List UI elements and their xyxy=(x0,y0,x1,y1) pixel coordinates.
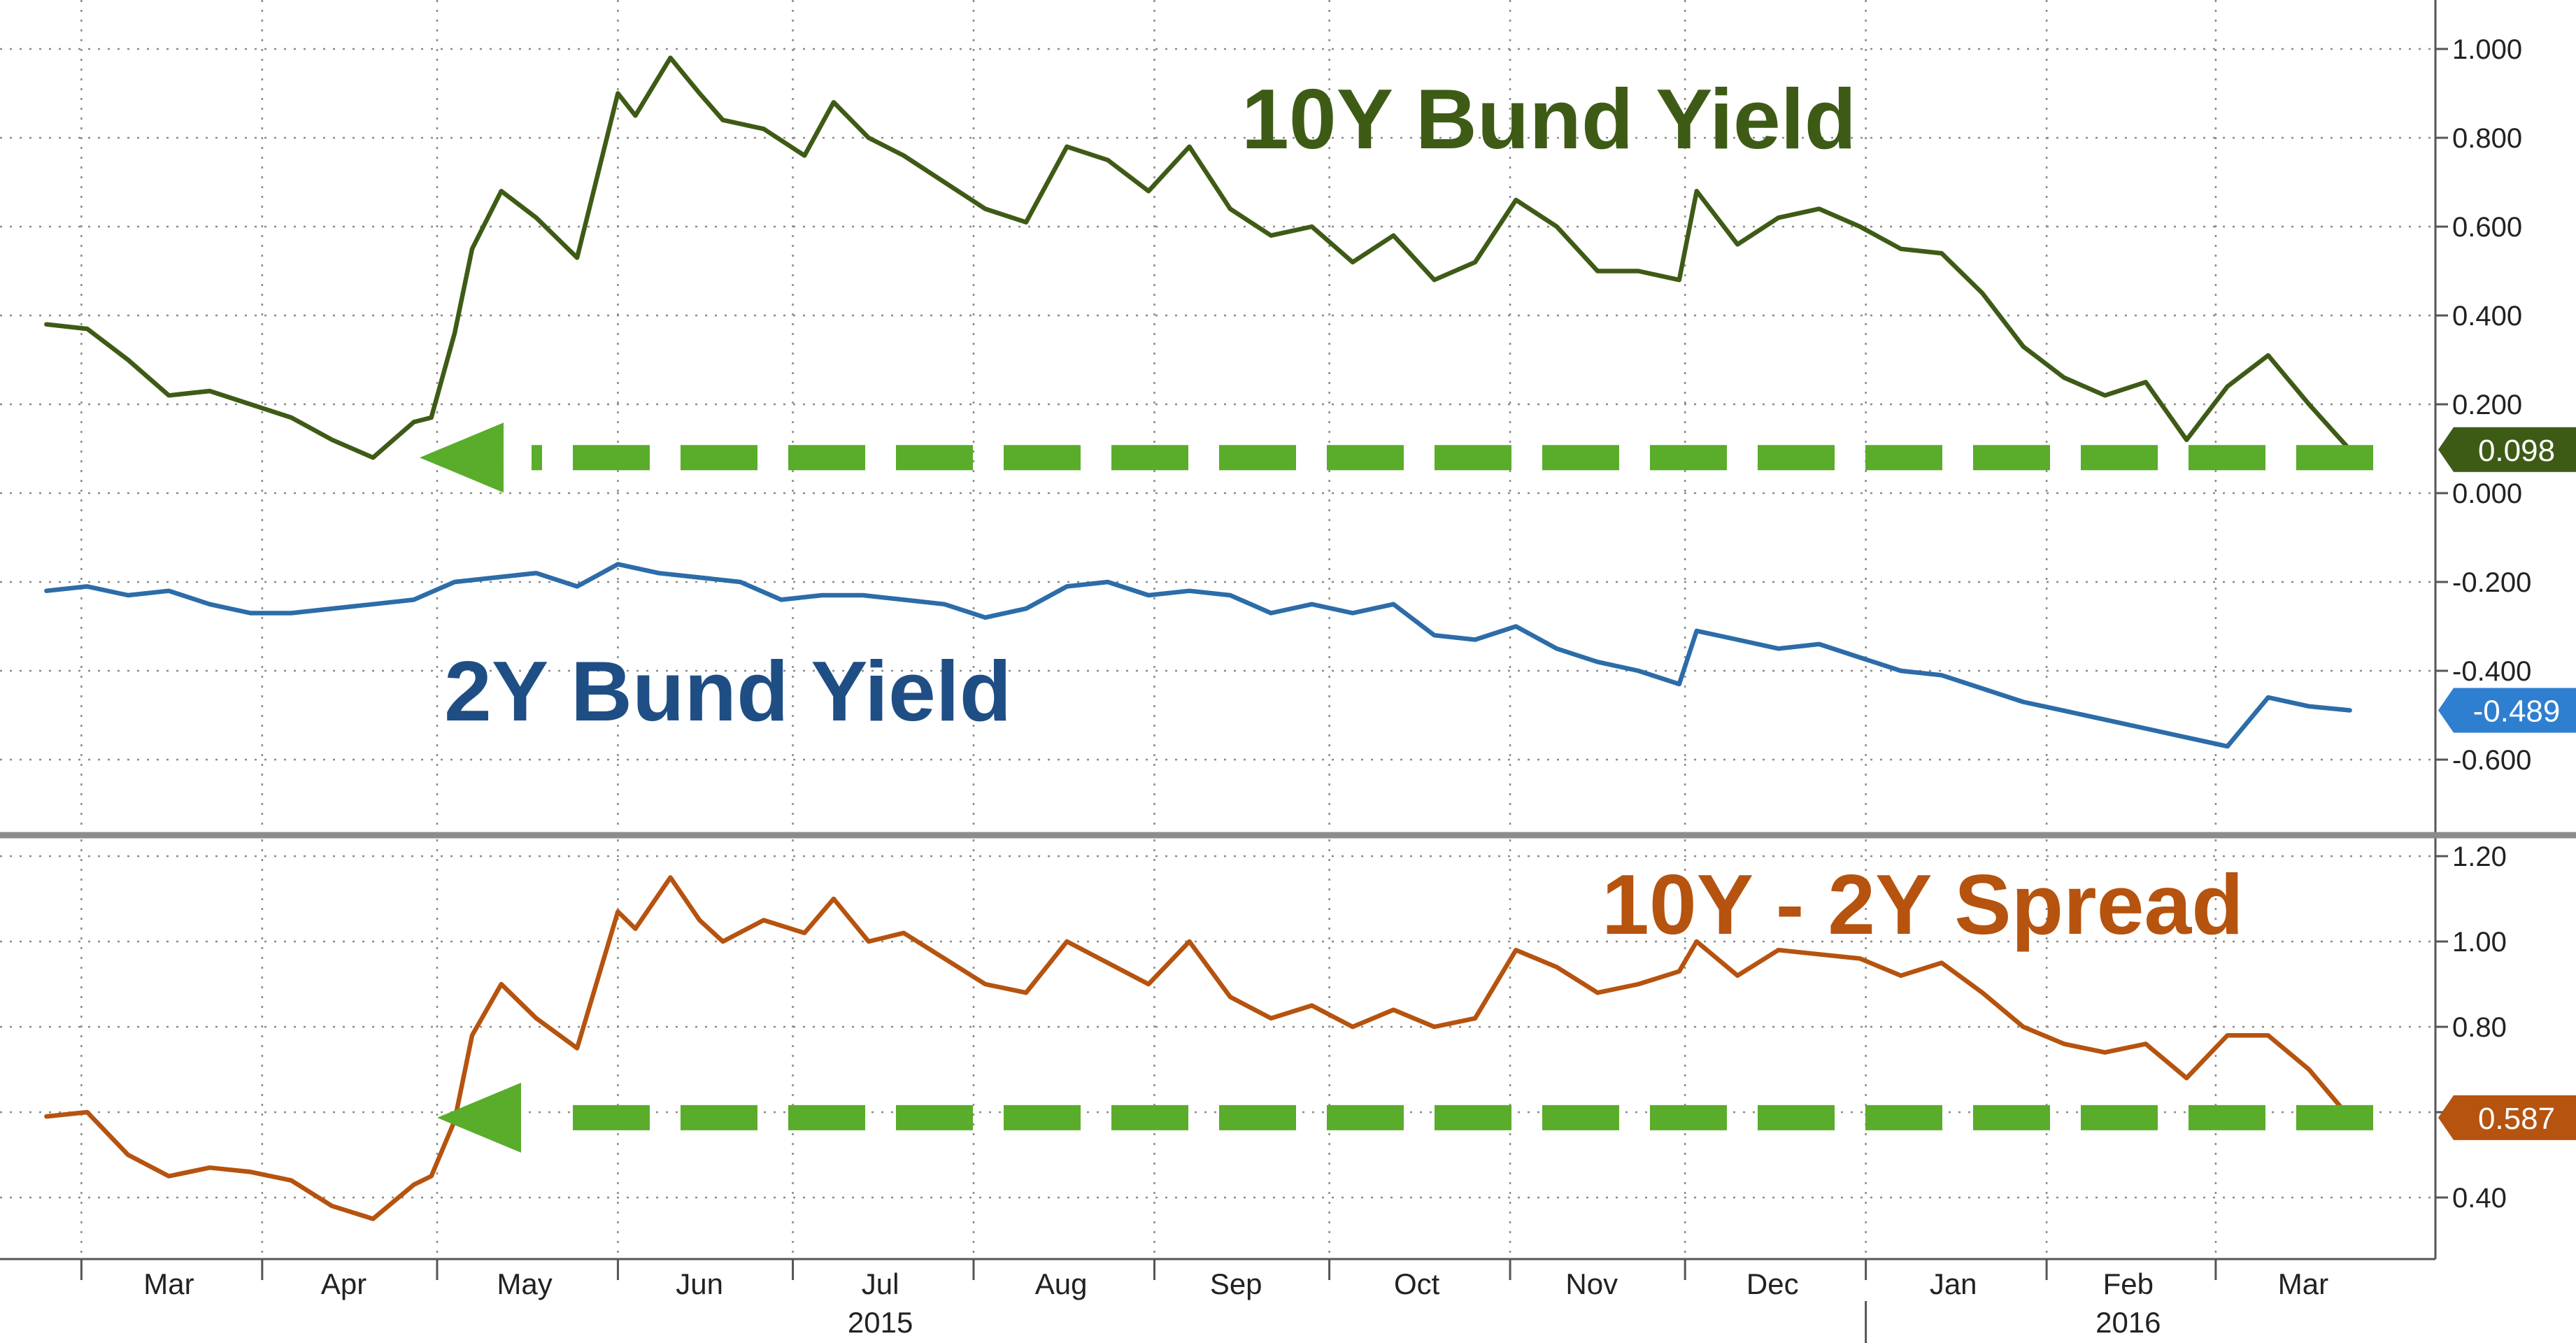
series-line xyxy=(44,562,2352,749)
series-line xyxy=(44,55,2352,460)
y-tick-label: -0.200 xyxy=(2452,567,2531,598)
last-value-tag-shape xyxy=(2438,1095,2576,1140)
y-tick-label: 1.00 xyxy=(2452,927,2507,958)
grid-layer xyxy=(0,0,2435,1259)
y-tick-label: 1.000 xyxy=(2452,34,2522,65)
last-value-tag: 0.587 xyxy=(2438,1095,2576,1140)
x-tick-label: Jan xyxy=(1930,1267,1977,1300)
last-value-tag: 0.098 xyxy=(2438,427,2576,472)
x-year-label: 2016 xyxy=(2095,1306,2161,1339)
dashed-arrow-head xyxy=(419,422,504,493)
y-tick-label: 0.40 xyxy=(2452,1183,2507,1214)
y-tick-label: 1.20 xyxy=(2452,841,2507,872)
label-layer: 10Y Bund Yield 2Y Bund Yield 10Y - 2Y Sp… xyxy=(444,71,2244,952)
x-tick-label: Nov xyxy=(1565,1267,1618,1300)
x-tick-label: Sep xyxy=(1210,1267,1262,1300)
x-tick-label: Apr xyxy=(321,1267,367,1300)
label-10y-bund-yield: 10Y Bund Yield xyxy=(1241,71,1856,166)
last-value-tag-text: 0.587 xyxy=(2478,1102,2555,1136)
y-tick-label: 0.200 xyxy=(2452,390,2522,420)
x-tick-label: May xyxy=(497,1267,552,1300)
label-2y-bund-yield: 2Y Bund Yield xyxy=(444,644,1011,739)
y-tick-label: 0.800 xyxy=(2452,123,2522,154)
x-year-label: 2015 xyxy=(848,1306,913,1339)
value-tag-layer: 0.098 -0.489 0.587 xyxy=(2438,427,2576,1140)
dashed-arrow xyxy=(436,1082,2373,1153)
x-tick-label: Jul xyxy=(862,1267,899,1300)
y-tick-label: 0.80 xyxy=(2452,1012,2507,1043)
y-tick-label: 0.600 xyxy=(2452,212,2522,243)
x-tick-label: Mar xyxy=(2278,1267,2328,1300)
y-tick-label: 0.000 xyxy=(2452,478,2522,509)
dashed-arrow xyxy=(419,422,2373,493)
x-tick-label: Aug xyxy=(1035,1267,1088,1300)
x-tick-label: Dec xyxy=(1746,1267,1799,1300)
last-value-tag-text: -0.489 xyxy=(2473,695,2561,729)
x-tick-label: Jun xyxy=(676,1267,723,1300)
arrow-layer xyxy=(419,422,2373,1153)
dashed-arrow-head xyxy=(436,1082,521,1153)
x-tick-label: Feb xyxy=(2103,1267,2154,1300)
label-10y-2y-spread: 10Y - 2Y Spread xyxy=(1602,857,2244,952)
series-line xyxy=(44,875,2352,1221)
x-tick-label: Oct xyxy=(1394,1267,1440,1300)
y-tick-label: -0.400 xyxy=(2452,656,2531,687)
y-tick-label: 0.400 xyxy=(2452,301,2522,332)
series-layer xyxy=(44,55,2352,1221)
last-value-tag-text: 0.098 xyxy=(2478,434,2555,468)
last-value-tag-shape xyxy=(2438,688,2576,733)
y-tick-label: -0.600 xyxy=(2452,745,2531,776)
last-value-tag: -0.489 xyxy=(2438,688,2576,733)
last-value-tag-shape xyxy=(2438,427,2576,472)
x-tick-label: Mar xyxy=(143,1267,194,1300)
